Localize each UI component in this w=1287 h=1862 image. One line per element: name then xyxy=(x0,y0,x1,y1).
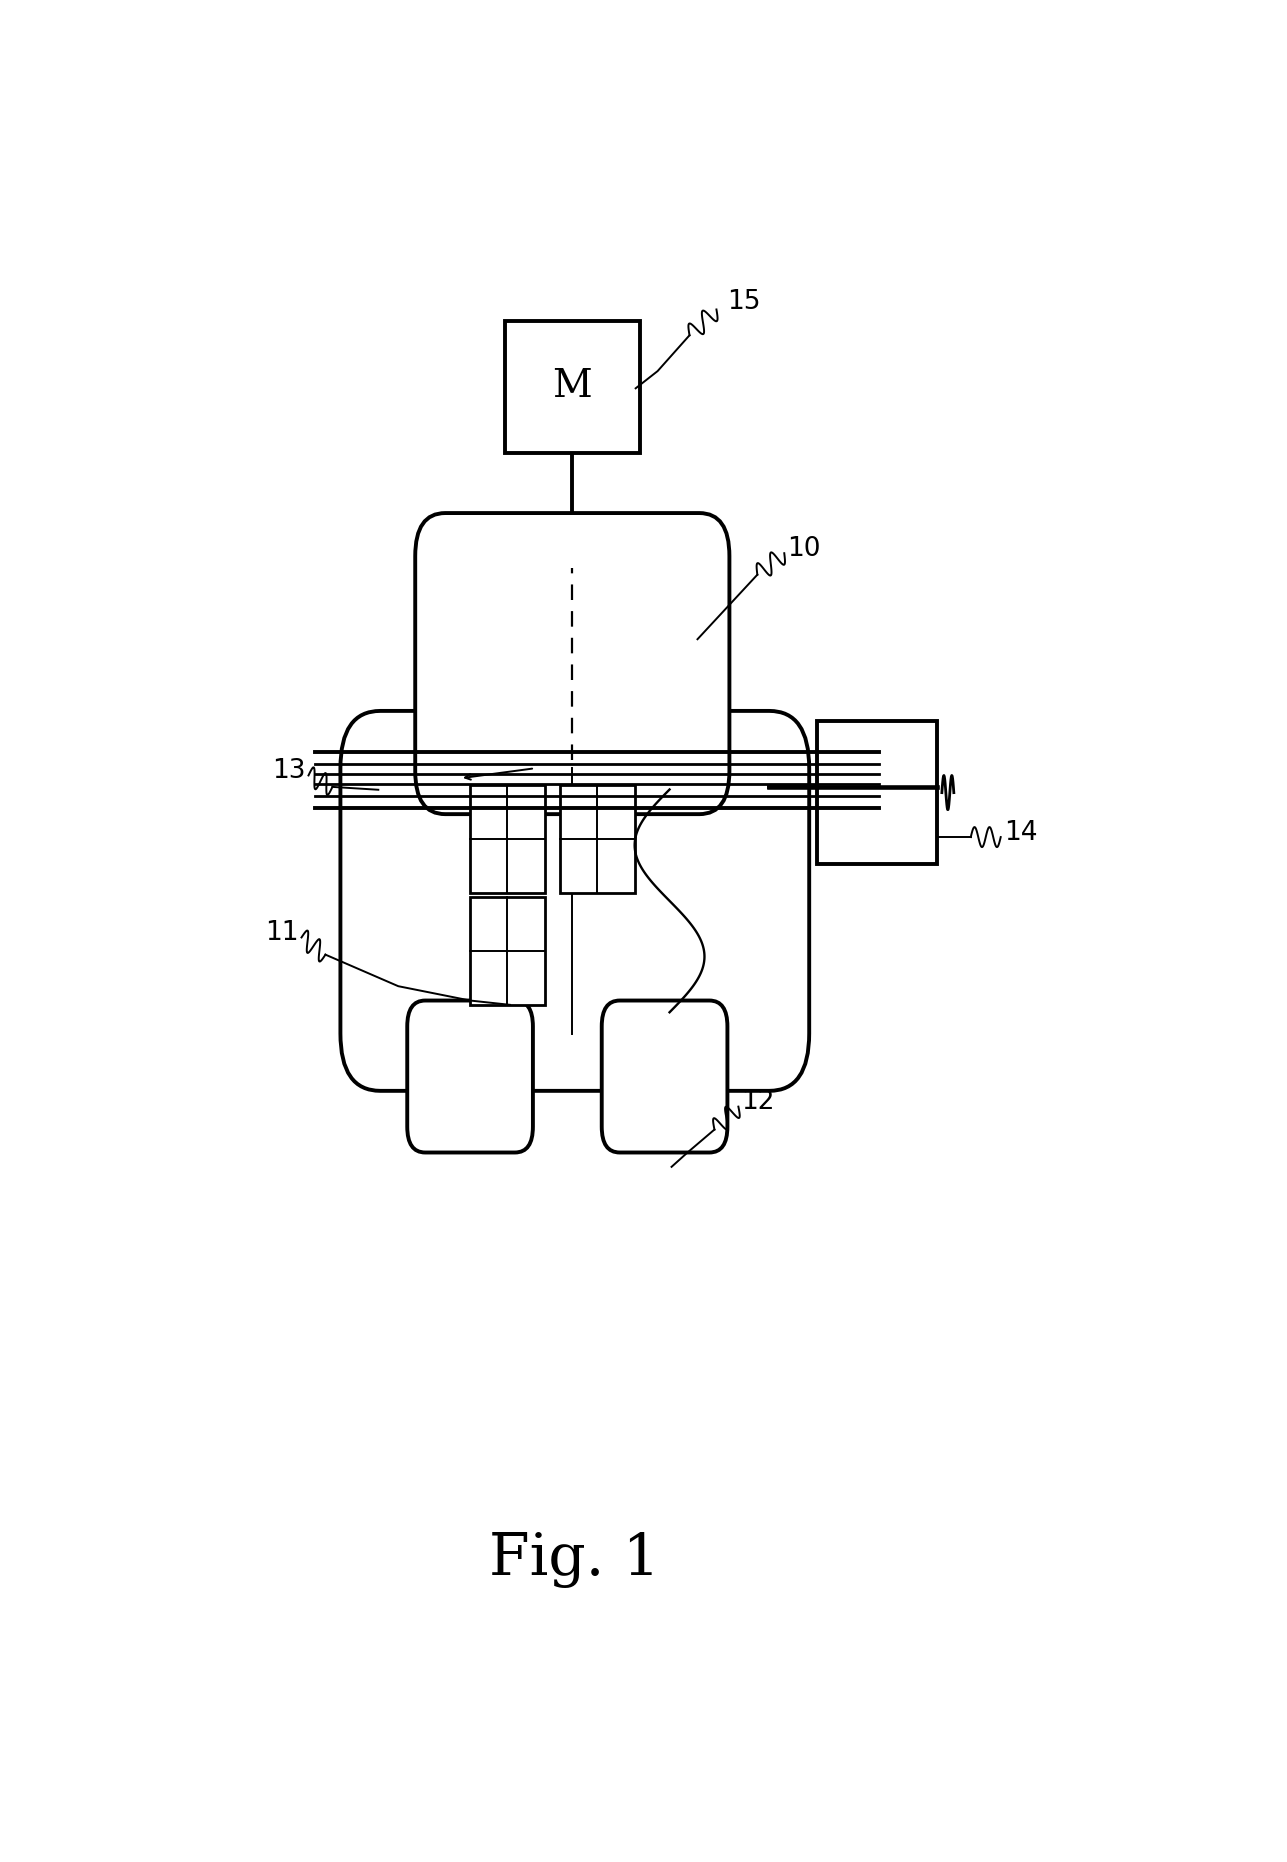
Bar xyxy=(817,721,937,864)
Text: 13: 13 xyxy=(272,758,305,784)
Text: 10: 10 xyxy=(788,536,821,562)
Bar xyxy=(470,897,544,1005)
Bar xyxy=(505,320,640,452)
Text: 14: 14 xyxy=(1004,819,1037,845)
Bar xyxy=(560,786,634,894)
FancyBboxPatch shape xyxy=(407,1000,533,1153)
Text: M: M xyxy=(552,369,592,406)
FancyBboxPatch shape xyxy=(416,514,730,814)
Text: 11: 11 xyxy=(265,920,299,946)
Bar xyxy=(470,786,544,894)
Text: Fig. 1: Fig. 1 xyxy=(489,1532,660,1588)
FancyBboxPatch shape xyxy=(340,711,810,1091)
FancyBboxPatch shape xyxy=(602,1000,727,1153)
Text: 12: 12 xyxy=(741,1089,775,1115)
Text: 15: 15 xyxy=(727,289,761,315)
